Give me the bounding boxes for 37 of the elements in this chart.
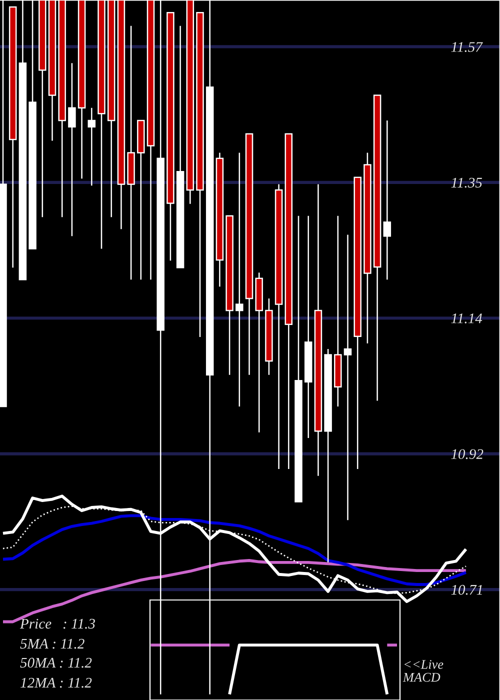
- candlestick: [255, 272, 263, 433]
- candlestick: [364, 152, 372, 344]
- annotation: 5MA : 11.2: [20, 638, 84, 649]
- candlestick: [68, 62, 76, 237]
- y-tick-label: 10.92: [451, 449, 484, 460]
- candlestick: [274, 184, 283, 470]
- y-tick-label: 10.71: [451, 584, 482, 595]
- annotation: Price : 11.3: [20, 618, 95, 629]
- annotation: 12MA : 11.2: [20, 678, 92, 688]
- candlestick: [216, 152, 224, 288]
- line-series: [2, 514, 468, 586]
- candlestick: [245, 133, 254, 376]
- candlestick: [354, 176, 362, 470]
- y-tick-label: 11.57: [451, 42, 483, 52]
- y-tick-label: 11.14: [451, 314, 482, 324]
- candlestick: [324, 348, 332, 564]
- candlestick: [196, 12, 204, 338]
- annotation: 50MA : 11.2: [20, 658, 92, 668]
- candlestick: [265, 298, 273, 376]
- candlestick: [166, 12, 174, 262]
- candlestick: [8, 6, 17, 268]
- annotation: <<Live MACD: [402, 660, 444, 682]
- y-tick-label: 11.35: [451, 178, 482, 188]
- candlestick: [284, 133, 293, 470]
- candlestick: [176, 25, 184, 268]
- candlestick: [304, 215, 312, 439]
- candlestick: [314, 184, 322, 477]
- candlestick: [383, 120, 392, 280]
- candlestick: [137, 120, 145, 280]
- candlestick: [88, 107, 96, 186]
- candlestick: [226, 215, 234, 376]
- candlestick: [344, 234, 352, 521]
- candlestick: [236, 152, 244, 408]
- candlestick: [294, 215, 302, 502]
- candlestick: [334, 215, 342, 408]
- candlestick: [127, 25, 135, 280]
- candlestick: [373, 94, 382, 402]
